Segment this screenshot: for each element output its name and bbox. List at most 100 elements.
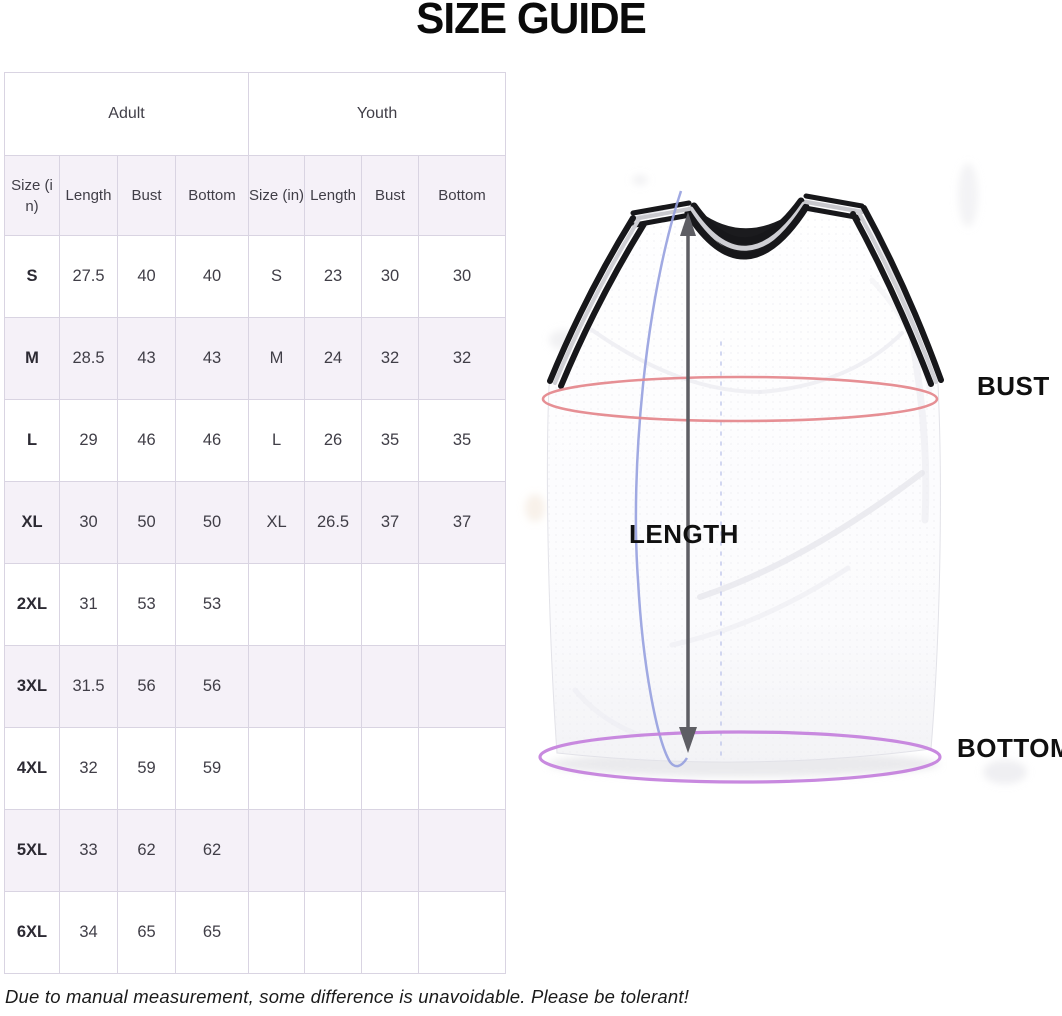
bust-ellipse xyxy=(541,375,939,423)
value-cell: 23 xyxy=(304,235,363,318)
length-label: LENGTH xyxy=(629,519,739,549)
adult-group-header: Adult xyxy=(3,72,250,156)
col-header-adult-length: Length xyxy=(59,155,118,236)
adult-size-cell: 2XL xyxy=(4,563,60,646)
value-cell xyxy=(418,563,507,646)
table-row: M 28.5 43 43 M 24 32 32 xyxy=(4,317,507,400)
table-row: L 29 46 46 L 26 35 35 xyxy=(4,399,507,482)
adult-size-cell: L xyxy=(4,399,60,482)
adult-size-cell: 6XL xyxy=(4,891,60,974)
youth-group-header: Youth xyxy=(248,72,507,156)
table-row: 2XL 31 53 53 xyxy=(4,563,507,646)
value-cell: 65 xyxy=(117,891,176,974)
value-cell xyxy=(304,727,363,810)
value-cell: 33 xyxy=(59,809,118,892)
value-cell: 59 xyxy=(174,727,250,810)
value-cell xyxy=(304,809,363,892)
jersey-illustration xyxy=(546,193,944,763)
value-cell xyxy=(304,563,363,646)
value-cell xyxy=(361,645,420,728)
col-header-adult-size: Size (in) xyxy=(4,155,60,236)
value-cell: 56 xyxy=(117,645,176,728)
value-cell: 62 xyxy=(174,809,250,892)
table-row: 4XL 32 59 59 xyxy=(4,727,507,810)
value-cell: 30 xyxy=(59,481,118,564)
value-cell: 50 xyxy=(117,481,176,564)
value-cell: 43 xyxy=(174,317,250,400)
table-row: 3XL 31.5 56 56 xyxy=(4,645,507,728)
value-cell xyxy=(418,809,507,892)
value-cell: 56 xyxy=(174,645,250,728)
youth-size-cell: S xyxy=(248,235,306,318)
adult-size-cell: 3XL xyxy=(4,645,60,728)
col-header-youth-bust: Bust xyxy=(361,155,420,236)
value-cell: 32 xyxy=(361,317,420,400)
value-cell: 46 xyxy=(117,399,176,482)
size-table-head: Adult Youth Size (in) Length Bust Bottom… xyxy=(3,72,507,236)
length-arrowhead-down xyxy=(679,727,697,753)
value-cell: 29 xyxy=(59,399,118,482)
youth-size-cell: M xyxy=(248,317,306,400)
col-header-adult-bottom: Bottom xyxy=(174,155,250,236)
size-table: Adult Youth Size (in) Length Bust Bottom… xyxy=(3,72,507,974)
value-cell xyxy=(361,563,420,646)
length-arrowhead-up xyxy=(680,212,696,236)
right-armhole-trim xyxy=(850,205,944,387)
adult-size-cell: S xyxy=(4,235,60,318)
value-cell xyxy=(361,891,420,974)
value-cell: 30 xyxy=(418,235,507,318)
youth-size-cell xyxy=(248,645,306,728)
youth-size-cell: XL xyxy=(248,481,306,564)
table-row: 6XL 34 65 65 xyxy=(4,891,507,974)
page-title: SIZE GUIDE xyxy=(416,0,647,43)
jersey-mesh-texture xyxy=(547,200,941,763)
value-cell: 26 xyxy=(304,399,363,482)
value-cell: 43 xyxy=(117,317,176,400)
value-cell: 50 xyxy=(174,481,250,564)
bust-label: BUST xyxy=(977,371,1050,401)
value-cell xyxy=(361,809,420,892)
value-cell: 31.5 xyxy=(59,645,118,728)
bottom-label: BOTTOM xyxy=(957,733,1062,763)
group-header-row: Adult Youth xyxy=(3,72,507,156)
value-cell xyxy=(304,645,363,728)
value-cell: 34 xyxy=(59,891,118,974)
value-cell: 53 xyxy=(117,563,176,646)
col-header-adult-bust: Bust xyxy=(117,155,176,236)
value-cell xyxy=(418,727,507,810)
value-cell: 35 xyxy=(361,399,420,482)
value-cell: 24 xyxy=(304,317,363,400)
value-cell: 31 xyxy=(59,563,118,646)
col-header-youth-length: Length xyxy=(304,155,363,236)
value-cell: 37 xyxy=(361,481,420,564)
value-cell xyxy=(418,645,507,728)
disclaimer-text: Due to manual measurement, some differen… xyxy=(5,986,690,1007)
adult-size-cell: 5XL xyxy=(4,809,60,892)
value-cell: 26.5 xyxy=(304,481,363,564)
value-cell: 32 xyxy=(418,317,507,400)
value-cell: 32 xyxy=(59,727,118,810)
neck-trim xyxy=(684,197,810,260)
value-cell: 27.5 xyxy=(59,235,118,318)
youth-size-cell: L xyxy=(248,399,306,482)
size-table-body: S 27.5 40 40 S 23 30 30 M 28.5 43 43 M 24 32 32 L 29 46 46 L… xyxy=(4,235,507,974)
table-row: XL 30 50 50 XL 26.5 37 37 xyxy=(4,481,507,564)
value-cell: 65 xyxy=(174,891,250,974)
value-cell xyxy=(361,727,420,810)
value-cell: 37 xyxy=(418,481,507,564)
jersey-diagram: BUST LENGTH BOTTOM xyxy=(505,148,1062,813)
value-cell: 35 xyxy=(418,399,507,482)
youth-size-cell xyxy=(248,727,306,810)
table-row: S 27.5 40 40 S 23 30 30 xyxy=(4,235,507,318)
value-cell: 53 xyxy=(174,563,250,646)
value-cell xyxy=(304,891,363,974)
youth-size-cell xyxy=(248,891,306,974)
col-header-youth-size: Size (in) xyxy=(248,155,306,236)
value-cell: 40 xyxy=(174,235,250,318)
value-cell: 46 xyxy=(174,399,250,482)
length-arrow xyxy=(679,212,697,753)
youth-size-cell xyxy=(248,809,306,892)
adult-size-cell: M xyxy=(4,317,60,400)
value-cell: 62 xyxy=(117,809,176,892)
